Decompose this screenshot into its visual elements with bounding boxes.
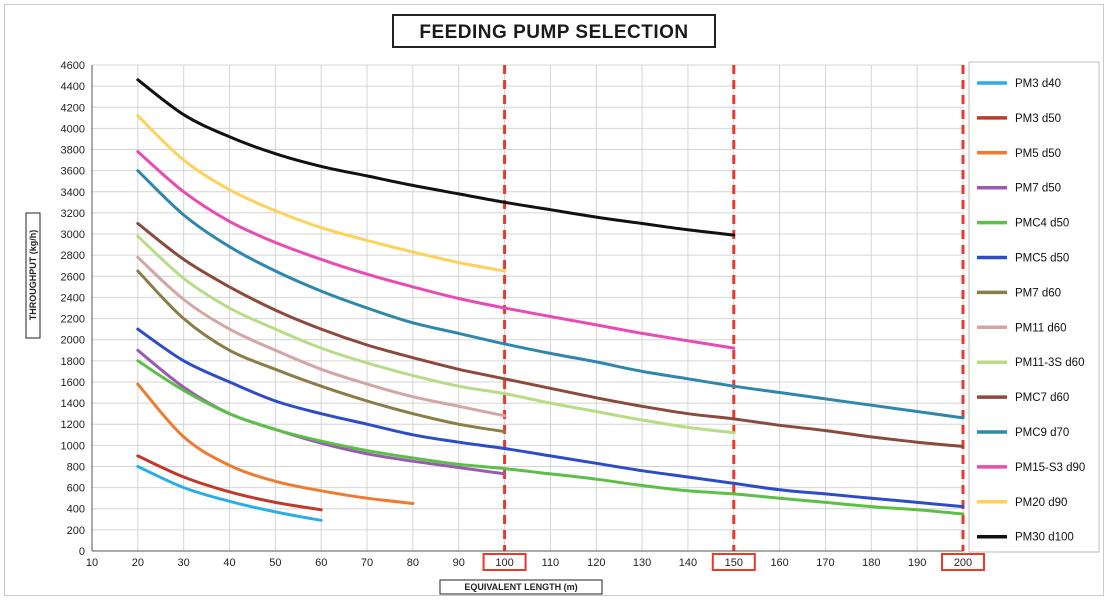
x-tick-label: 100 <box>495 557 513 569</box>
y-tick-label: 800 <box>67 461 85 473</box>
legend-label-pmc5-d50: PMC5 d50 <box>1015 253 1069 265</box>
legend-label-pm5-d50: PM5 d50 <box>1015 148 1061 160</box>
highlight-box <box>482 553 527 571</box>
highlight-box <box>941 553 985 571</box>
series-lines <box>136 78 965 522</box>
x-tick-label: 10 <box>86 557 98 569</box>
legend-label-pm7-d50: PM7 d50 <box>1015 183 1061 195</box>
series-line-pm7-d50 <box>136 348 507 476</box>
series-line-pmc7-d60 <box>136 222 965 448</box>
legend-label-pm30-d100: PM30 d100 <box>1015 532 1074 544</box>
y-tick-label: 400 <box>67 504 85 516</box>
series-line-pm3-d50 <box>136 454 323 512</box>
pump-selection-chart: 0 200 400 600 800 1000 1200 1400 1600 1800 2000 220… <box>25 14 1100 595</box>
y-tick-label: 0 <box>79 546 85 558</box>
chart-title-box <box>392 14 716 48</box>
legend-label-pm15-s3-d90: PM15-S3 d90 <box>1015 462 1085 474</box>
x-tick-label: 120 <box>587 557 605 569</box>
x-tick-label: 170 <box>816 557 834 569</box>
legend-label-pmc9-d70: PMC9 d70 <box>1015 427 1069 439</box>
series-line-pm11-d60 <box>136 255 507 418</box>
series-line-pm11-3s-d60 <box>136 234 736 435</box>
y-tick-label: 1200 <box>61 419 85 431</box>
y-tick-label: 3400 <box>61 187 85 199</box>
y-tick-label: 3000 <box>61 229 85 241</box>
y-tick-label: 2600 <box>61 271 85 283</box>
x-tick-label: 130 <box>633 557 651 569</box>
x-axis-title-box <box>439 579 603 595</box>
series-line-pm15-s3-d90 <box>136 150 736 350</box>
x-tick-label: 110 <box>542 557 560 569</box>
legend-label-pm20-d90: PM20 d90 <box>1015 497 1067 509</box>
y-tick-label: 4000 <box>61 123 85 135</box>
legend-box <box>968 61 1100 553</box>
x-tick-label: 40 <box>223 557 235 569</box>
series-line-pmc9-d70 <box>136 169 965 420</box>
legend-label-pm11-d60: PM11 d60 <box>1015 322 1067 334</box>
y-tick-label: 4400 <box>61 81 85 93</box>
series-line-pm3-d40 <box>136 465 323 522</box>
grid <box>91 64 964 552</box>
x-tick-label: 200 <box>954 557 972 569</box>
y-tick-label: 2800 <box>61 250 85 262</box>
legend: PM3 d40 PM3 d50 PM5 d50 PM7 d50 PMC4 d50 PMC5… <box>968 61 1100 553</box>
legend-label-pm11-3s-d60: PM11-3S d60 <box>1015 357 1084 369</box>
y-tick-label: 2400 <box>61 292 85 304</box>
chart-title-group: FEEDING PUMP SELECTION <box>392 14 716 48</box>
chart-title: FEEDING PUMP SELECTION <box>419 22 688 43</box>
y-tick-label: 2200 <box>61 314 85 326</box>
y-tick-label: 4200 <box>61 102 85 114</box>
y-tick-label: 3800 <box>61 145 85 157</box>
y-tick-label: 1800 <box>61 356 85 368</box>
legend-label-pm3-d50: PM3 d50 <box>1015 113 1061 125</box>
y-tick-label: 200 <box>67 525 85 537</box>
y-tick-label: 4600 <box>61 60 85 72</box>
y-tick-label: 3600 <box>61 166 85 178</box>
x-tick-label: 160 <box>770 557 788 569</box>
x-tick-label: 140 <box>679 557 697 569</box>
series-line-pmc5-d50 <box>136 327 965 509</box>
x-tick-label: 150 <box>725 557 743 569</box>
axes: 0 200 400 600 800 1000 1200 1400 1600 1800 2000 220… <box>61 60 973 569</box>
y-tick-label: 2000 <box>61 335 85 347</box>
x-tick-label: 90 <box>453 557 465 569</box>
x-tick-label: 50 <box>269 557 281 569</box>
x-tick-label: 180 <box>862 557 880 569</box>
x-tick-label: 20 <box>132 557 144 569</box>
series-line-pm5-d50 <box>136 382 415 505</box>
x-tick-label: 190 <box>908 557 926 569</box>
highlight-box <box>711 553 756 571</box>
y-axis-title: THROUGHPUT (kg/h) <box>28 230 38 321</box>
series-line-pm30-d100 <box>136 78 736 237</box>
x-tick-label: 80 <box>407 557 419 569</box>
axis-titles: EQUIVALENT LENGTH (m) THROUGHPUT (kg/h) <box>25 212 603 595</box>
x-tick-label: 70 <box>361 557 373 569</box>
x-tick-label: 60 <box>315 557 327 569</box>
x-tick-label: 30 <box>178 557 190 569</box>
y-tick-label: 1000 <box>61 440 85 452</box>
legend-label-pmc7-d60: PMC7 d60 <box>1015 392 1069 404</box>
y-tick-label: 1600 <box>61 377 85 389</box>
legend-label-pm7-d60: PM7 d60 <box>1015 287 1061 299</box>
series-line-pm20-d90 <box>136 114 507 273</box>
series-line-pm7-d60 <box>136 269 507 434</box>
y-axis-title-box <box>25 212 41 339</box>
series-line-pmc4-d50 <box>136 359 965 516</box>
legend-label-pm3-d40: PM3 d40 <box>1015 78 1061 90</box>
chart-frame: 0 200 400 600 800 1000 1200 1400 1600 1800 2000 220… <box>4 4 1104 596</box>
y-tick-label: 1400 <box>61 398 85 410</box>
x-axis-title: EQUIVALENT LENGTH (m) <box>464 582 577 592</box>
y-tick-label: 600 <box>67 483 85 495</box>
y-tick-label: 3200 <box>61 208 85 220</box>
legend-label-pmc4-d50: PMC4 d50 <box>1015 218 1069 230</box>
